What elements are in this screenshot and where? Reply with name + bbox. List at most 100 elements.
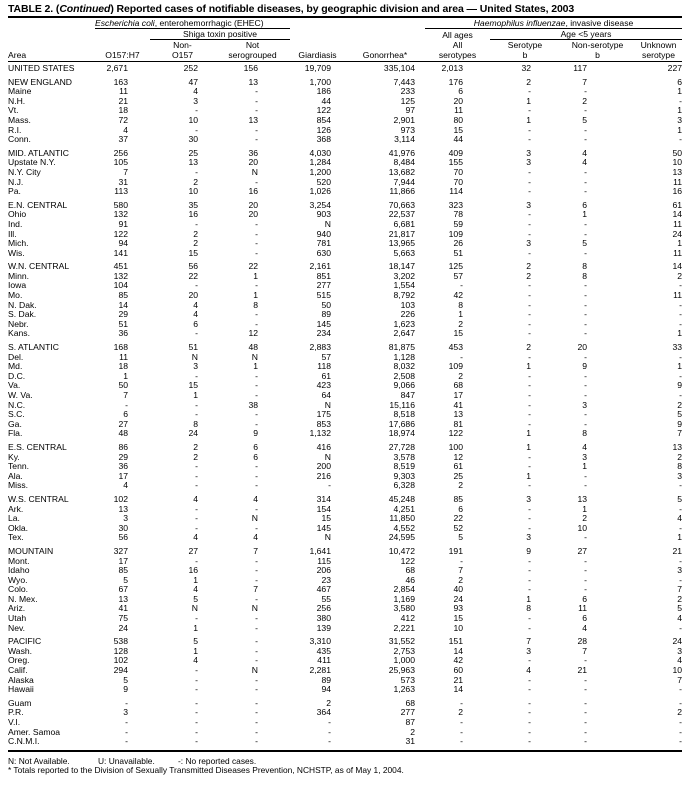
cell-value: 14 [453,684,463,695]
cell-value: - [528,309,531,320]
cell-value: 17,686 [388,418,415,429]
cell-value: - [528,503,531,514]
column-header: Giardiasis [290,50,345,62]
cell-value: 8,032 [393,361,415,372]
cell-value: - [679,522,683,533]
cell-value: 3,254 [309,199,331,210]
cell-value: - [679,736,683,747]
cell-value: 3 [677,114,683,125]
cell-value: - [255,674,258,685]
cell-value: 277 [316,280,331,291]
cell-value: - [255,697,258,708]
cell-value: - [584,280,587,291]
cell-value: - [528,655,531,666]
cell-value: 5 [123,574,128,585]
cell-value: 4 [193,493,198,504]
cell-value: 16 [188,209,198,220]
cell-value: 4 [582,147,587,158]
table-row: Nebr. 51 6 - 145 1,623 2 - - - [8,318,682,330]
area-name: V.I. [8,717,21,727]
cell-value: - [195,409,198,420]
cell-value: 21 [118,95,128,106]
cell-value: - [584,380,587,391]
cell-value: 18,147 [388,261,415,272]
cell-value: 97 [405,105,415,116]
cell-value: - [679,280,683,291]
cell-value: 1,641 [309,545,331,556]
cell-value: 81 [453,418,463,429]
cell-value: - [584,351,587,362]
cell-value: - [584,290,587,301]
cell-value: 20 [577,342,587,353]
cell-value: 13,682 [388,166,415,177]
cell-value: - [528,697,531,708]
cell-value: - [460,697,463,708]
cell-value: 453 [448,342,463,353]
cell-value: 11 [673,176,683,187]
cell-value: 1 [253,290,258,301]
cell-value: 13 [118,593,128,604]
cell-value: 1 [526,95,531,106]
cell-value: 1 [677,328,683,339]
area-name: Ky. [8,451,20,462]
cell-value: - [584,318,587,329]
cell-value: - [195,461,198,472]
cell-value: - [255,503,258,514]
cell-value: - [255,370,258,381]
cell-value: 72 [118,114,128,125]
cell-value: 145 [316,522,331,533]
cell-value: 156 [243,63,258,73]
cell-value: 30 [118,522,128,533]
cell-value: 105 [113,157,128,168]
cell-value: 30 [188,134,198,145]
cell-value: 6 [123,409,128,420]
cell-value: 256 [113,147,128,158]
cell-value: 87 [405,717,415,727]
cell-value: 4 [193,584,198,595]
hflu-header: Haemophilus influenzae, invasive disease [425,18,683,29]
table-row: Minn. 132 22 1 851 3,202 57 2 8 2 [8,270,682,282]
cell-value: 15 [453,124,463,135]
area-name: UNITED STATES [8,63,75,73]
cell-value: - [528,318,531,329]
cell-value: 200 [316,461,331,472]
cell-value: - [679,390,683,400]
cell-value: 314 [316,493,331,504]
cell-value: 50 [118,380,128,391]
cell-value: 11 [454,105,463,116]
cell-value: 56 [188,261,198,272]
cell-value: 2,013 [441,63,463,73]
title-text: ) Reported cases of notifiable diseases,… [110,3,575,15]
cell-value: 68 [405,565,415,576]
cell-value: 4 [582,441,587,452]
cell-value: - [528,726,531,737]
table-row: Idaho 85 16 - 206 68 7 - - 3 [8,565,682,576]
all-ages-header: All ages [442,29,473,40]
cell-value: - [584,166,587,177]
cell-value: 85 [453,493,463,504]
cell-value: 18 [118,105,128,116]
cell-value: 51 [118,318,128,329]
cell-value: 36 [118,328,128,339]
cell-value: - [195,522,198,533]
cell-value: 6 [458,86,463,97]
cell-value: 45,248 [388,493,415,504]
cell-value: - [528,613,531,624]
cell-value: 31 [118,176,128,187]
cell-value: 1,200 [309,166,331,177]
cell-value: 2 [193,441,198,452]
cell-value: 8 [677,461,683,472]
table-row: Hawaii 9 - - 94 1,263 14 - - - [8,685,682,695]
cell-value: - [584,584,587,595]
cell-value: 1,169 [393,593,415,604]
cell-value: 2,161 [309,261,331,272]
cell-value: 416 [316,441,331,452]
cell-value: - [528,480,531,491]
table-row: D.C. 1 - - 61 2,508 2 - - - [8,370,682,382]
cell-value: 13,965 [388,238,415,249]
area-name: N.J. [8,176,24,187]
cell-value: 50 [321,299,331,310]
cell-value: 2 [526,270,531,281]
cell-value: 7 [526,636,531,647]
cell-value: 40 [453,584,463,595]
